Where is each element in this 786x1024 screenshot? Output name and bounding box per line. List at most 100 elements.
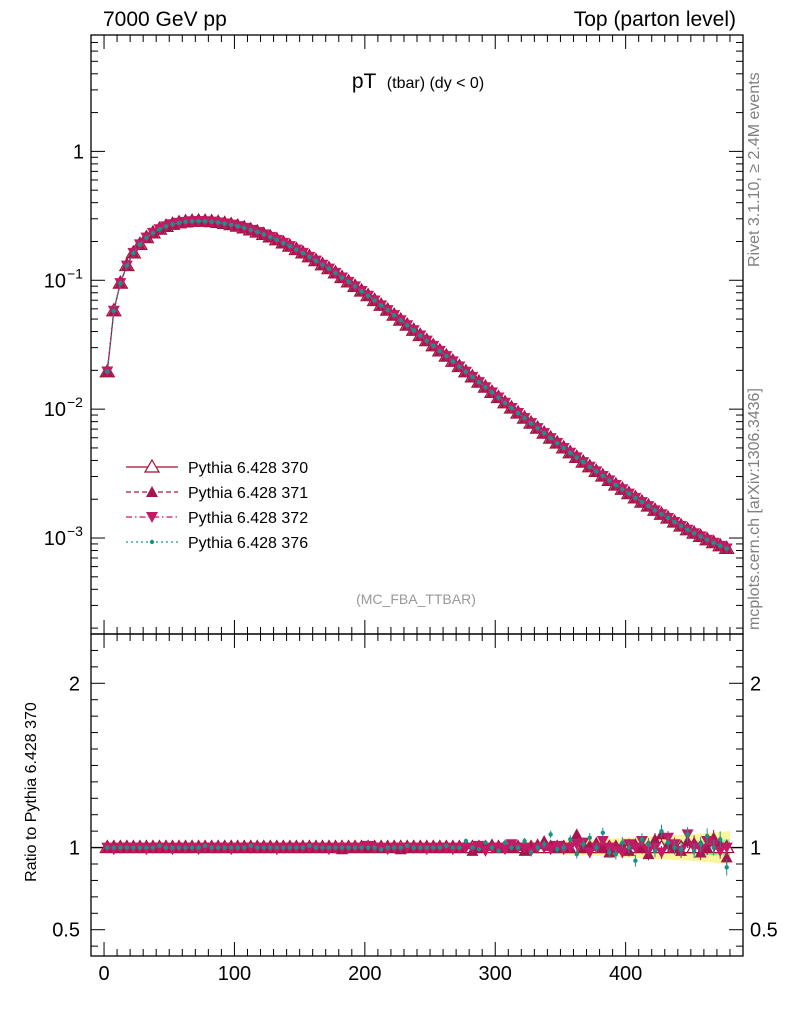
ratio-point-4 bbox=[541, 842, 547, 847]
ratio-point-4 bbox=[222, 845, 227, 850]
chart-title-main: pT bbox=[352, 70, 377, 93]
main-point-4 bbox=[248, 227, 253, 233]
ratio-point-4 bbox=[242, 845, 247, 850]
legend-label-2: Pythia 6.428 371 bbox=[188, 485, 308, 502]
main-point-4 bbox=[594, 469, 599, 474]
main-point-4 bbox=[600, 473, 606, 479]
ratio-point-4 bbox=[502, 840, 508, 845]
main-point-4 bbox=[378, 303, 384, 308]
main-point-4 bbox=[196, 218, 201, 224]
ratio-point-4 bbox=[385, 845, 390, 850]
ratio-point-4 bbox=[411, 845, 416, 850]
legend-marker-4 bbox=[149, 539, 155, 545]
ratio-point-2 bbox=[596, 841, 609, 853]
ratio-point-4 bbox=[359, 845, 364, 850]
ratio-point-4 bbox=[300, 845, 306, 850]
main-point-4 bbox=[398, 317, 403, 323]
legend-marker-3 bbox=[146, 512, 158, 523]
main-point-4 bbox=[385, 307, 390, 313]
main-point-4 bbox=[522, 415, 527, 421]
ratio-y-tick-label: 2 bbox=[69, 673, 80, 695]
ratio-y-tick-label-right: 2 bbox=[750, 673, 761, 695]
ratio-point-4 bbox=[268, 845, 273, 850]
ratio-point-3 bbox=[720, 842, 733, 854]
ratio-point-3 bbox=[642, 845, 655, 857]
main-point-4 bbox=[502, 400, 508, 406]
main-point-4 bbox=[176, 220, 182, 226]
ratio-point-3 bbox=[616, 847, 629, 859]
ratio-point-4 bbox=[587, 835, 592, 840]
ratio-point-4 bbox=[581, 842, 586, 847]
main-point-4 bbox=[515, 410, 521, 416]
main-point-4 bbox=[652, 508, 658, 513]
main-y-axis: 10 −310 −210 −11 bbox=[44, 34, 743, 629]
ratio-point-4 bbox=[470, 845, 475, 850]
main-point-4 bbox=[450, 359, 456, 364]
ratio-point-3 bbox=[629, 842, 642, 854]
main-point-4 bbox=[228, 222, 234, 227]
ratio-point-3 bbox=[518, 842, 531, 854]
main-point-4 bbox=[183, 219, 188, 225]
main-point-4 bbox=[646, 503, 651, 509]
main-point-4 bbox=[124, 263, 130, 268]
ratio-point-3 bbox=[564, 842, 577, 854]
chart-title-sub: (tbar) (dy < 0) bbox=[387, 75, 484, 92]
ratio-point-4 bbox=[320, 845, 325, 850]
main-point-4 bbox=[144, 235, 149, 240]
main-point-4 bbox=[170, 222, 175, 227]
ratio-point-4 bbox=[437, 845, 443, 850]
main-point-4 bbox=[274, 237, 280, 243]
main-point-4 bbox=[607, 478, 612, 483]
main-point-4 bbox=[724, 546, 729, 551]
main-point-4 bbox=[105, 369, 110, 374]
main-point-4 bbox=[150, 230, 156, 236]
ratio-point-4 bbox=[665, 840, 671, 845]
ratio-point-4 bbox=[261, 845, 266, 850]
main-point-4 bbox=[509, 405, 514, 411]
ratio-point-4 bbox=[111, 845, 117, 850]
ratio-point-2 bbox=[570, 828, 583, 840]
ratio-point-4 bbox=[333, 845, 338, 850]
main-point-4 bbox=[333, 270, 338, 276]
main-point-4 bbox=[215, 220, 221, 225]
main-point-4 bbox=[411, 328, 416, 333]
main-point-4 bbox=[548, 435, 553, 441]
main-point-4 bbox=[300, 250, 306, 256]
ratio-point-4 bbox=[418, 845, 423, 850]
legend-label-4: Pythia 6.428 376 bbox=[188, 535, 308, 552]
ratio-point-4 bbox=[633, 858, 638, 863]
main-point-4 bbox=[163, 224, 169, 229]
ratio-point-4 bbox=[365, 845, 371, 850]
ratio-point-4 bbox=[378, 847, 384, 852]
ratio-point-4 bbox=[691, 848, 697, 854]
main-point-4 bbox=[189, 219, 195, 224]
main-point-4 bbox=[307, 254, 312, 260]
ratio-point-4 bbox=[568, 837, 573, 842]
ratio-point-4 bbox=[157, 843, 162, 849]
ratio-point-4 bbox=[457, 845, 462, 850]
main-point-4 bbox=[326, 266, 332, 271]
ratio-point-4 bbox=[626, 845, 632, 850]
ratio-frame bbox=[90, 633, 744, 957]
ratio-point-4 bbox=[463, 838, 469, 844]
ratio-point-4 bbox=[600, 830, 606, 835]
ratio-point-4 bbox=[398, 845, 403, 850]
ratio-point-4 bbox=[698, 842, 703, 847]
x-tick-label: 200 bbox=[348, 963, 381, 985]
ratio-point-4 bbox=[255, 845, 260, 850]
main-point-4 bbox=[242, 225, 247, 231]
ratio-point-4 bbox=[346, 845, 351, 850]
main-point-4 bbox=[535, 425, 540, 431]
main-point-4 bbox=[405, 323, 410, 328]
main-point-4 bbox=[672, 519, 677, 525]
ratio-point-4 bbox=[509, 845, 514, 850]
ratio-point-4 bbox=[476, 847, 482, 852]
ratio-point-4 bbox=[678, 847, 684, 852]
header-process-label: Top (parton level) bbox=[573, 8, 736, 31]
main-point-4 bbox=[339, 275, 345, 280]
ratio-y-axis: 0.5 0.5 1 1 2 2 bbox=[52, 649, 778, 947]
ratio-point-4 bbox=[131, 845, 136, 850]
main-point-4 bbox=[281, 240, 286, 246]
main-point-4 bbox=[483, 385, 488, 390]
ratio-point-4 bbox=[352, 845, 358, 850]
